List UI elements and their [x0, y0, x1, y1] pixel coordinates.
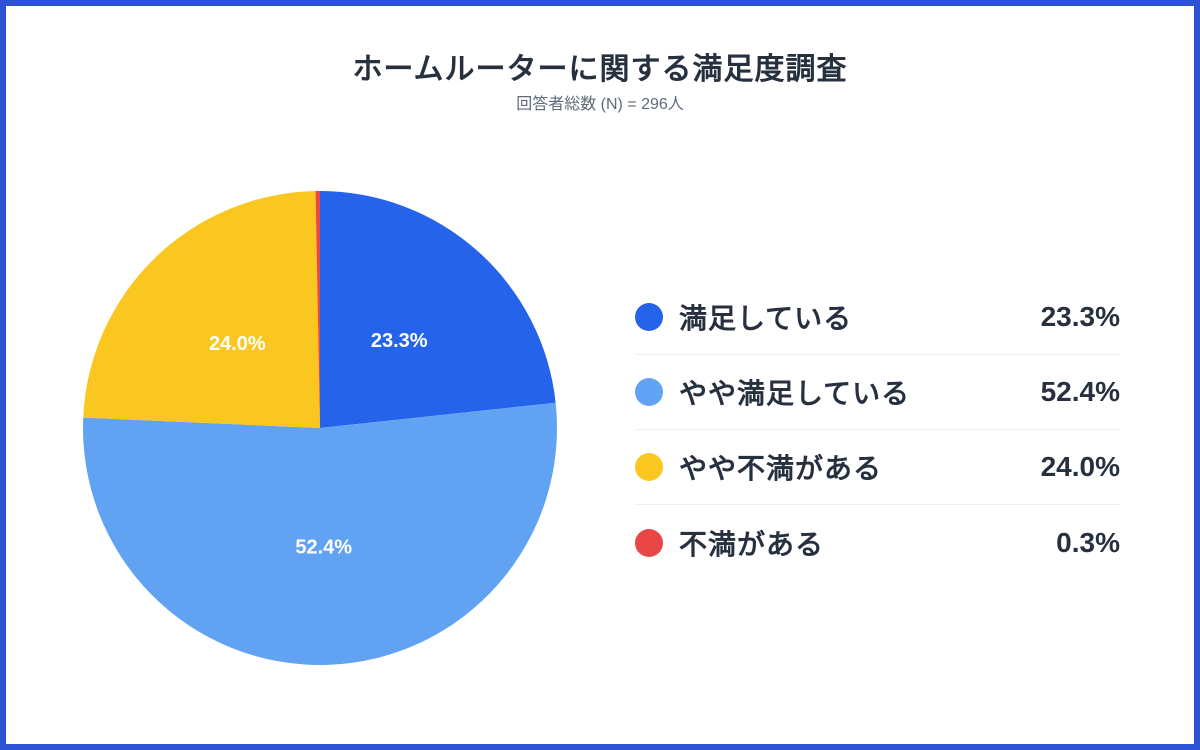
pie-slice-label-1: 52.4% — [295, 536, 352, 558]
legend-value: 24.0% — [1040, 451, 1120, 482]
pie-slice-label-2: 24.0% — [209, 333, 266, 355]
legend-swatch-icon — [635, 303, 663, 331]
legend-value: 23.3% — [1040, 301, 1120, 332]
pie-chart-svg: 23.3% 52.4% 24.0% — [83, 190, 558, 665]
legend-row-0: 満足している 23.3% — [635, 280, 1120, 355]
pie-slice-label-0: 23.3% — [371, 330, 428, 352]
chart-subtitle: 回答者総数 (N) = 296人 — [516, 96, 684, 113]
legend-label: 不満がある — [679, 528, 825, 560]
legend-swatch-icon — [635, 528, 663, 557]
legend-row-2: やや不満がある 24.0% — [635, 430, 1120, 505]
legend-label: やや不満がある — [679, 453, 883, 484]
pie-slice-3 — [315, 190, 320, 428]
legend-label: 満足している — [679, 303, 853, 334]
legend-swatch-icon — [635, 378, 663, 406]
pie-slice-0 — [320, 191, 556, 428]
pie-chart: 23.3% 52.4% 24.0% — [70, 178, 570, 678]
legend: 満足している 23.3% やや満足している 52.4% やや不満がある 24.0% 不満があ… — [635, 280, 1120, 580]
chart-header: ホームルーターに関する満足度調査 回答者総数 (N) = 296人 — [6, 52, 1194, 114]
chart-title: ホームルーターに関する満足度調査 — [352, 53, 848, 86]
pie-slice-2 — [83, 191, 320, 428]
legend-row-1: やや満足している 52.4% — [635, 355, 1120, 430]
legend-row-3: 不満がある 0.3% — [635, 505, 1120, 580]
legend-label: やや満足している — [679, 378, 911, 409]
legend-value: 52.4% — [1040, 376, 1120, 407]
legend-swatch-icon — [635, 453, 663, 481]
legend-value: 0.3% — [1056, 526, 1120, 558]
pie-slice-1 — [83, 402, 558, 665]
